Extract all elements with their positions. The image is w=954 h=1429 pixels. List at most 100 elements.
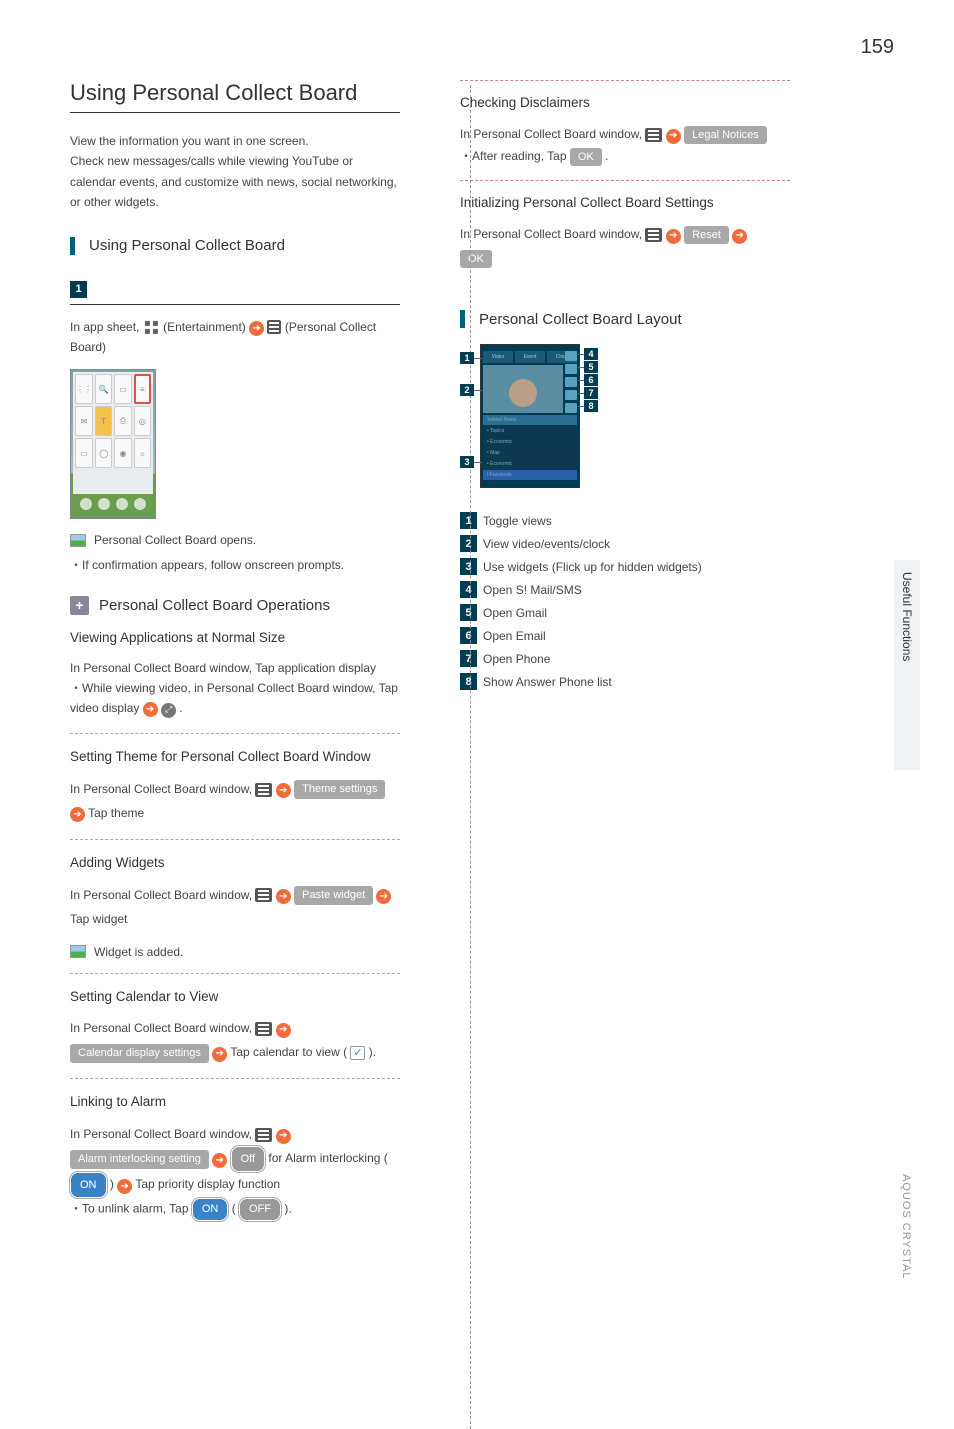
calendar-title: Setting Calendar to View <box>70 988 400 1007</box>
check-icon: ✓ <box>350 1046 365 1060</box>
pill-alarm-interlock: Alarm interlocking setting <box>70 1150 209 1169</box>
arrow-right-icon: ➔ <box>143 702 158 717</box>
hint-opens: Personal Collect Board opens. <box>70 533 400 547</box>
separator <box>460 80 790 81</box>
section-bar-icon <box>460 310 465 328</box>
arrow-right-icon: ➔ <box>212 1047 227 1062</box>
li-2-text: View video/events/clock <box>483 537 610 551</box>
ops-head: + Personal Collect Board Operations <box>70 596 400 615</box>
step1-prefix: In app sheet, <box>70 320 139 334</box>
pill-off: Off <box>231 1146 265 1172</box>
pill-legal-notices: Legal Notices <box>684 126 767 145</box>
menu-icon <box>645 128 662 142</box>
view-app-line2-suffix: . <box>179 701 182 715</box>
callout-5: 5 <box>584 361 598 373</box>
li-1-text: Toggle views <box>483 514 552 528</box>
li-6: 6 <box>460 627 477 644</box>
pill-calendar-display: Calendar display settings <box>70 1044 209 1063</box>
hint-icon <box>70 534 86 547</box>
section-using-title: Using Personal Collect Board <box>89 237 285 254</box>
intro-text: View the information you want in one scr… <box>70 131 400 213</box>
confirm-line: If confirmation appears, follow onscreen… <box>70 555 400 575</box>
callout-4: 4 <box>584 348 598 360</box>
arrow-right-icon: ➔ <box>732 229 747 244</box>
disclaimers-title: Checking Disclaimers <box>460 95 790 110</box>
app-sheet-screenshot: ⋮⋮🔍▭≡ ✉T⎙◎ ▭◯◉☼ <box>70 369 156 519</box>
li-2: 2 <box>460 535 477 552</box>
alarm-end2: Tap priority display function <box>135 1178 280 1192</box>
theme-flow: In Personal Collect Board window, ➔ Them… <box>70 777 400 825</box>
page-title: Using Personal Collect Board <box>70 80 400 113</box>
alarm-unlink-pre: To unlink alarm, Tap <box>82 1202 189 1216</box>
li-3: 3 <box>460 558 477 575</box>
alarm-flow: In Personal Collect Board window, ➔ Alar… <box>70 1122 400 1198</box>
li-8: 8 <box>460 673 477 690</box>
view-app-line2: ・While viewing video, in Personal Collec… <box>70 678 400 719</box>
callout-8: 8 <box>584 400 598 412</box>
step1-entertainment: (Entertainment) <box>163 320 246 334</box>
arrow-right-icon: ➔ <box>276 1129 291 1144</box>
theme-title: Setting Theme for Personal Collect Board… <box>70 748 400 767</box>
block-disclaimers: Checking Disclaimers In Personal Collect… <box>460 95 790 166</box>
li-6-text: Open Email <box>483 629 546 643</box>
theme-prefix: In Personal Collect Board window, <box>70 782 252 796</box>
widget-added-line: Widget is added. <box>70 945 400 959</box>
pill-paste-widget: Paste widget <box>294 886 373 905</box>
layout-list: 1Toggle views 2View video/events/clock 3… <box>460 512 790 690</box>
block-alarm: Linking to Alarm In Personal Collect Boa… <box>70 1093 400 1221</box>
menu-icon <box>645 228 662 242</box>
disclaimers-flow: In Personal Collect Board window, ➔ Lega… <box>460 122 790 146</box>
section-layout-head: Personal Collect Board Layout <box>460 310 790 328</box>
arrow-right-icon: ➔ <box>249 321 264 336</box>
separator <box>460 180 790 181</box>
init-title: Initializing Personal Collect Board Sett… <box>460 195 790 210</box>
step-1-text: In app sheet, (Entertainment) ➔ (Persona… <box>70 317 400 358</box>
separator <box>70 1078 400 1079</box>
plus-icon: + <box>70 596 89 615</box>
block-add-widgets: Adding Widgets In Personal Collect Board… <box>70 854 400 959</box>
arrow-right-icon: ➔ <box>276 1023 291 1038</box>
disclaimers-after: ・After reading, Tap OK . <box>460 146 790 166</box>
block-init: Initializing Personal Collect Board Sett… <box>460 195 790 270</box>
apps-grid-icon <box>143 320 160 334</box>
li-7: 7 <box>460 650 477 667</box>
alarm-paren-open: ( <box>232 1202 236 1216</box>
disclaimers-after-pre: After reading, Tap <box>472 149 567 163</box>
view-app-line1: In Personal Collect Board window, Tap ap… <box>70 658 400 678</box>
callout-3: 3 <box>460 456 474 468</box>
section-layout-title: Personal Collect Board Layout <box>479 311 682 328</box>
separator <box>70 733 400 734</box>
li-4: 4 <box>460 581 477 598</box>
alarm-end1: ) <box>110 1178 114 1192</box>
block-calendar: Setting Calendar to View In Personal Col… <box>70 988 400 1065</box>
li-3-text: Use widgets (Flick up for hidden widgets… <box>483 560 702 574</box>
calendar-prefix: In Personal Collect Board window, <box>70 1021 252 1035</box>
arrow-right-icon: ➔ <box>70 807 85 822</box>
li-5-text: Open Gmail <box>483 606 547 620</box>
arrow-right-icon: ➔ <box>276 889 291 904</box>
calendar-suffix-b: ). <box>369 1045 376 1059</box>
li-7-text: Open Phone <box>483 652 550 666</box>
section-bar-icon <box>70 237 75 255</box>
menu-icon <box>255 1022 272 1036</box>
init-prefix: In Personal Collect Board window, <box>460 227 642 241</box>
arrow-right-icon: ➔ <box>376 889 391 904</box>
menu-icon <box>255 888 272 902</box>
layout-figure: VideoEventClock Yahoo! News • Topics • E… <box>460 344 594 488</box>
alarm-paren-close: ). <box>284 1202 291 1216</box>
init-flow: In Personal Collect Board window, ➔ Rese… <box>460 222 790 270</box>
callout-1: 1 <box>460 352 474 364</box>
expand-icon: ⤢ <box>161 703 176 718</box>
li-8-text: Show Answer Phone list <box>483 675 612 689</box>
alarm-mid: for Alarm interlocking ( <box>268 1152 387 1166</box>
alarm-prefix: In Personal Collect Board window, <box>70 1127 252 1141</box>
column-divider <box>470 85 471 1429</box>
arrow-right-icon: ➔ <box>212 1153 227 1168</box>
arrow-right-icon: ➔ <box>276 783 291 798</box>
side-brand: AQUOS CRYSTAL <box>900 1174 912 1280</box>
calendar-suffix-a: Tap calendar to view ( <box>230 1045 347 1059</box>
menu-icon <box>255 1128 272 1142</box>
separator <box>70 973 400 974</box>
pill-reset: Reset <box>684 226 729 245</box>
step-1-badge: 1 <box>70 281 87 298</box>
